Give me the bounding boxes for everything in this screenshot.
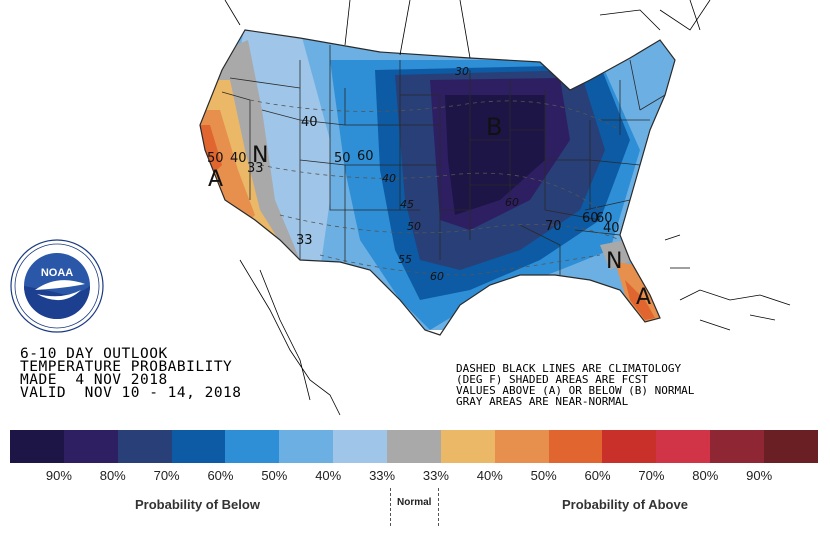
state-boundaries (199, 0, 791, 416)
legend-swatch (63, 430, 118, 463)
contour-label: 60 (430, 270, 444, 283)
contour-label: 60 (582, 211, 599, 226)
legend-percent-label: 33% (422, 468, 449, 483)
normal-caption: Normal (397, 497, 432, 508)
note-line: VALUES ABOVE (A) OR BELOW (B) NORMAL (456, 384, 695, 397)
legend-percent-label: 90% (746, 468, 773, 483)
title-line: 6-10 DAY OUTLOOK (20, 346, 168, 362)
below-normal-letter: B (486, 113, 502, 141)
contour-label: 45 (400, 198, 414, 211)
map-labels: 50 40 40 33 33 50 60 40 45 50 55 60 30 6… (207, 65, 651, 310)
legend-percent-label: 50% (261, 468, 288, 483)
legend-swatch (333, 430, 388, 463)
note-line: (DEG F) SHADED AREAS ARE FCST (456, 373, 649, 386)
legend-swatch (10, 430, 64, 463)
near-normal-letter: N (606, 249, 622, 274)
legend-percent-label: 70% (153, 468, 180, 483)
contour-label: 60 (505, 196, 519, 209)
contour-label: 50 (407, 220, 421, 233)
legend-percent-label: 80% (692, 468, 719, 483)
legend-percent-label: 40% (315, 468, 342, 483)
legend-swatch (764, 430, 818, 463)
legend-swatch (387, 430, 441, 463)
legend-percent-label: 60% (207, 468, 234, 483)
legend-swatch (117, 430, 172, 463)
legend-swatch (171, 430, 226, 463)
legend-percent-label: 80% (99, 468, 126, 483)
contour-label: 50 (207, 151, 224, 166)
probability-legend (10, 430, 818, 463)
made-date-line: MADE 4 NOV 2018 (20, 372, 168, 388)
legend-swatch (602, 430, 657, 463)
legend-percent-label: 50% (530, 468, 557, 483)
note-line: GRAY AREAS ARE NEAR-NORMAL (456, 395, 629, 408)
noaa-logo: NOAA (10, 239, 104, 333)
contour-label: 70 (545, 219, 562, 234)
above-normal-letter: A (208, 167, 223, 192)
contour-label: 60 (596, 211, 613, 226)
legend-percent-label: 40% (476, 468, 503, 483)
legend-percent-label: 70% (638, 468, 665, 483)
contour-label: 40 (301, 115, 318, 130)
legend-percent-label: 33% (369, 468, 396, 483)
valid-date-line: VALID NOV 10 - 14, 2018 (20, 385, 242, 401)
contour-label: 33 (296, 233, 313, 248)
contour-label: 30 (455, 65, 469, 78)
legend-percent-label: 60% (584, 468, 611, 483)
above-caption: Probability of Above (562, 497, 688, 512)
legend-swatch (440, 430, 495, 463)
contour-label: 40 (230, 151, 247, 166)
legend-swatch (548, 430, 603, 463)
note-line: DASHED BLACK LINES ARE CLIMATOLOGY (456, 362, 682, 375)
outlook-title-block: 6-10 DAY OUTLOOK TEMPERATURE PROBABILITY M… (20, 346, 242, 401)
legend-swatch (279, 430, 334, 463)
legend-swatch (494, 430, 549, 463)
legend-swatch (710, 430, 765, 463)
probability-shading (200, 30, 675, 330)
contour-label: 33 (247, 161, 264, 176)
contour-label: 55 (398, 253, 412, 266)
near-normal-letter: N (252, 143, 268, 168)
legend-swatch (225, 430, 280, 463)
contour-label: 50 (334, 151, 351, 166)
contour-label: 40 (603, 221, 620, 236)
above-normal-letter: A (636, 285, 651, 310)
legend-swatch (656, 430, 711, 463)
contour-label: 60 (357, 149, 374, 164)
climatology-contours (249, 99, 621, 276)
legend-percent-label: 90% (45, 468, 72, 483)
below-caption: Probability of Below (135, 497, 260, 512)
normal-separator-right (438, 488, 439, 526)
normal-separator-left (390, 488, 391, 526)
contour-label: 40 (382, 172, 396, 185)
title-line: TEMPERATURE PROBABILITY (20, 359, 233, 375)
noaa-logo-text: NOAA (41, 267, 73, 279)
map-notes: DASHED BLACK LINES ARE CLIMATOLOGY (DEG F… (456, 363, 694, 407)
